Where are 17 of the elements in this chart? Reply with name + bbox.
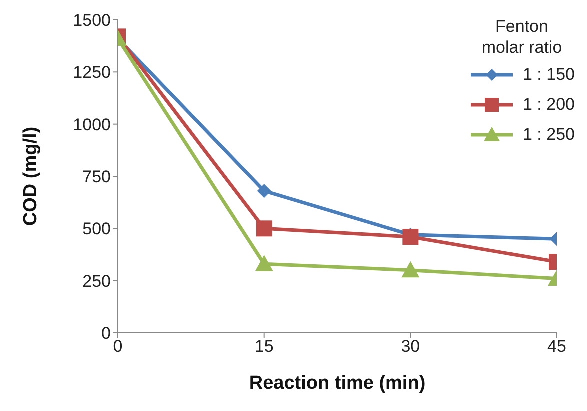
legend-label: 1 : 250 xyxy=(523,125,575,145)
y-tick-label: 1000 xyxy=(73,115,111,134)
y-tick-label: 250 xyxy=(82,272,111,291)
y-tick-label: 0 xyxy=(102,324,111,344)
y-tick-label: 1250 xyxy=(73,63,111,82)
x-tick-label: 15 xyxy=(254,337,274,356)
y-tick-label: 750 xyxy=(82,168,111,187)
x-axis-title: Reaction time (min) xyxy=(249,373,426,394)
x-tick-label: 30 xyxy=(401,337,420,356)
y-axis-title: COD (mg/l) xyxy=(20,126,42,226)
y-tick-label: 500 xyxy=(82,220,111,239)
legend-label: 1 : 150 xyxy=(523,65,575,85)
y-tick-label: 1500 xyxy=(73,11,111,30)
legend-label: 1 : 200 xyxy=(523,95,575,115)
x-tick-label: 0 xyxy=(113,337,123,356)
x-tick-label: 45 xyxy=(548,337,566,356)
legend-title: Fenton molar ratio xyxy=(480,16,564,58)
